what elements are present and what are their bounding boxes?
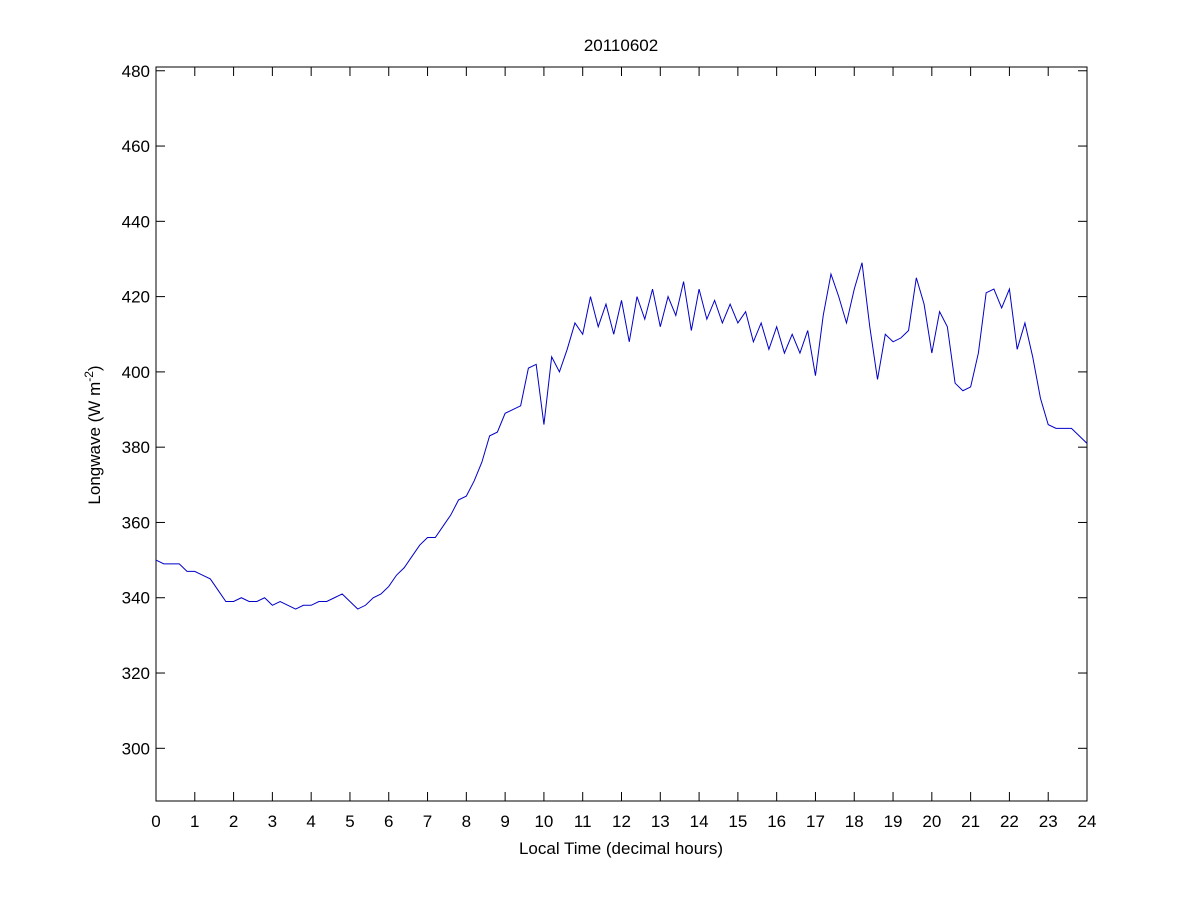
x-tick-label: 6 (384, 812, 393, 831)
x-tick-label: 19 (884, 812, 903, 831)
x-tick-label: 13 (651, 812, 670, 831)
x-tick-label: 22 (1000, 812, 1019, 831)
x-tick-label: 2 (229, 812, 238, 831)
x-tick-label: 3 (268, 812, 277, 831)
y-label-text: Longwave (W m (85, 382, 104, 505)
y-tick-label: 300 (122, 739, 150, 758)
x-tick-label: 7 (423, 812, 432, 831)
x-tick-label: 11 (574, 812, 592, 831)
x-tick-label: 8 (462, 812, 471, 831)
x-tick-label: 4 (306, 812, 315, 831)
y-tick-label: 460 (122, 137, 150, 156)
plot-frame (155, 66, 1088, 802)
x-tick-label: 20 (922, 812, 941, 831)
y-tick-label: 420 (122, 288, 150, 307)
x-tick-label: 14 (690, 812, 709, 831)
y-tick-label: 340 (122, 589, 150, 608)
chart-title: 20110602 (584, 36, 658, 55)
x-tick-label: 12 (612, 812, 631, 831)
x-tick-label: 24 (1078, 812, 1097, 831)
y-label-superscript: -2 (82, 371, 96, 382)
x-axis-label: Local Time (decimal hours) (519, 839, 723, 858)
y-tick-label: 480 (122, 62, 150, 81)
x-tick-label: 0 (151, 812, 160, 831)
y-label-suffix: ) (85, 365, 104, 371)
x-tick-label: 15 (728, 812, 747, 831)
y-tick-label: 400 (122, 363, 150, 382)
y-tick-label: 440 (122, 212, 150, 231)
x-tick-label: 21 (961, 812, 980, 831)
x-tick-label: 23 (1039, 812, 1058, 831)
x-tick-label: 16 (767, 812, 786, 831)
x-tick-label: 5 (345, 812, 354, 831)
y-tick-label: 360 (122, 513, 150, 532)
x-tick-label: 10 (534, 812, 553, 831)
y-tick-label: 320 (122, 664, 150, 683)
x-tick-label: 18 (845, 812, 864, 831)
y-axis-label: Longwave (W m-2) (82, 365, 104, 504)
data-line (155, 262, 1088, 610)
x-tick-label: 9 (500, 812, 509, 831)
x-tick-label: 1 (190, 812, 199, 831)
y-tick-label: 380 (122, 438, 150, 457)
x-tick-label: 17 (806, 812, 825, 831)
